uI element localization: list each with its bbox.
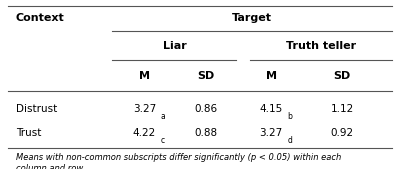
- Text: a: a: [160, 112, 165, 121]
- Text: M: M: [139, 71, 150, 81]
- Text: Distrust: Distrust: [16, 104, 57, 114]
- Text: SD: SD: [334, 71, 351, 81]
- Text: Means with non-common subscripts differ significantly (p < 0.05) within each
col: Means with non-common subscripts differ …: [16, 153, 341, 169]
- Text: Target: Target: [232, 13, 272, 23]
- Text: Liar: Liar: [163, 41, 187, 51]
- Text: 1.12: 1.12: [330, 104, 354, 114]
- Text: 4.15: 4.15: [260, 104, 283, 114]
- Text: 4.22: 4.22: [133, 128, 156, 138]
- Text: SD: SD: [197, 71, 214, 81]
- Text: c: c: [160, 136, 164, 145]
- Text: 0.86: 0.86: [194, 104, 217, 114]
- Text: Trust: Trust: [16, 128, 41, 138]
- Text: Truth teller: Truth teller: [286, 41, 356, 51]
- Text: 0.92: 0.92: [330, 128, 354, 138]
- Text: M: M: [266, 71, 276, 81]
- Text: 0.88: 0.88: [194, 128, 217, 138]
- Text: Context: Context: [16, 13, 64, 23]
- Text: d: d: [287, 136, 292, 145]
- Text: 3.27: 3.27: [260, 128, 283, 138]
- Text: 3.27: 3.27: [133, 104, 156, 114]
- Text: b: b: [287, 112, 292, 121]
